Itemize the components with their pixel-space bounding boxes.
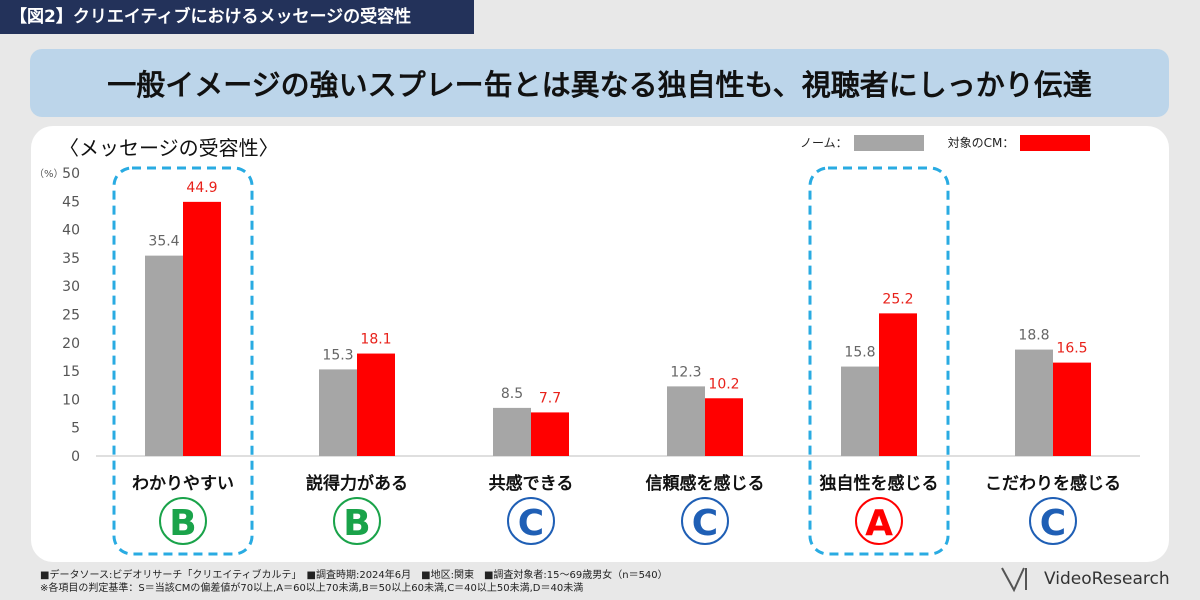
- grade-badge-circle: [855, 497, 903, 545]
- videoresearch-logo-mark-icon: [1001, 567, 1027, 593]
- bar-norm: [667, 386, 705, 456]
- bar-target: [357, 353, 395, 456]
- y-tick-label: 0: [71, 449, 80, 465]
- data-label-norm: 35.4: [148, 234, 179, 250]
- grade-badge-letter: A: [865, 503, 893, 544]
- bar-norm: [841, 366, 879, 456]
- logo-text: VideoResearch: [1044, 569, 1170, 589]
- y-tick-label: 10: [62, 392, 80, 408]
- category-label: わかりやすい: [132, 474, 234, 494]
- data-label-target: 16.5: [1056, 341, 1087, 357]
- grade-badge-circle: [681, 497, 729, 545]
- data-label-target: 44.9: [186, 180, 217, 196]
- grade-badge-letter: C: [692, 503, 718, 544]
- bar-norm: [493, 407, 531, 456]
- videoresearch-logo: VideoResearch: [1000, 564, 1170, 594]
- y-tick-label: 20: [62, 336, 80, 352]
- y-tick-label: 15: [62, 364, 80, 380]
- grade-badge-letter: C: [1040, 503, 1066, 544]
- figure-label: 【図2】クリエイティブにおけるメッセージの受容性: [0, 0, 474, 34]
- bar-norm: [319, 369, 357, 456]
- y-tick-label: 50: [62, 166, 80, 182]
- footer-line-1: ■データソース:ビデオリサーチ「クリエイティブカルテ」 ■調査時期:2024年6…: [40, 570, 668, 581]
- category-label: 信頼感を感じる: [646, 473, 765, 494]
- bar-target: [1053, 362, 1091, 456]
- grade-badge-circle: [159, 497, 207, 545]
- y-tick-label: 30: [62, 279, 80, 295]
- data-label-norm: 18.8: [1018, 328, 1049, 344]
- y-tick-label: 25: [62, 308, 80, 324]
- headline: 一般イメージの強いスプレー缶とは異なる独自性も、視聴者にしっかり伝達: [30, 49, 1169, 117]
- highlight-box: [808, 166, 950, 556]
- category-label: こだわりを感じる: [985, 473, 1121, 494]
- y-tick-label: 45: [62, 194, 80, 210]
- footer-notes: ■データソース:ビデオリサーチ「クリエイティブカルテ」 ■調査時期:2024年6…: [40, 569, 668, 595]
- data-label-target: 18.1: [360, 332, 391, 348]
- grade-badge-letter: B: [169, 503, 196, 544]
- bar-target: [705, 398, 743, 456]
- highlight-box: [112, 166, 254, 556]
- bar-norm: [145, 255, 183, 456]
- data-label-target: 7.7: [539, 390, 561, 406]
- y-tick-label: 40: [62, 223, 80, 239]
- legend-swatch-target: [1020, 134, 1091, 151]
- data-label-norm: 12.3: [670, 364, 701, 380]
- grade-badge-circle: [1029, 497, 1077, 545]
- bar-target: [183, 201, 221, 456]
- data-label-target: 25.2: [882, 291, 913, 307]
- legend-label-norm: ノーム：: [800, 136, 848, 150]
- bar-target: [879, 313, 917, 456]
- grade-badge-circle: [333, 497, 381, 545]
- legend: ノーム： 対象のCM：: [800, 134, 1091, 151]
- data-label-target: 10.2: [708, 376, 739, 392]
- category-label: 独自性を感じる: [820, 473, 939, 494]
- data-label-norm: 15.8: [844, 345, 875, 361]
- chart-title: 〈メッセージの受容性〉: [59, 136, 279, 160]
- y-axis-unit: （%）: [34, 168, 64, 180]
- footer-line-2: ※各項目の判定基準：S＝当該CMの偏差値が70以上,A＝60以上70未満,B＝5…: [40, 583, 584, 594]
- grade-badge-circle: [507, 497, 555, 545]
- legend-swatch-norm: [853, 134, 924, 151]
- y-tick-label: 35: [62, 251, 80, 267]
- legend-label-target: 対象のCM：: [947, 136, 1015, 150]
- y-tick-label: 5: [71, 421, 80, 437]
- category-label: 共感できる: [489, 473, 574, 494]
- data-label-norm: 8.5: [501, 386, 523, 402]
- category-label: 説得力がある: [306, 473, 408, 494]
- bar-norm: [1015, 349, 1053, 456]
- bar-target: [531, 412, 569, 456]
- grade-badge-letter: C: [518, 503, 544, 544]
- grade-badge-letter: B: [343, 503, 370, 544]
- data-label-norm: 15.3: [322, 347, 353, 363]
